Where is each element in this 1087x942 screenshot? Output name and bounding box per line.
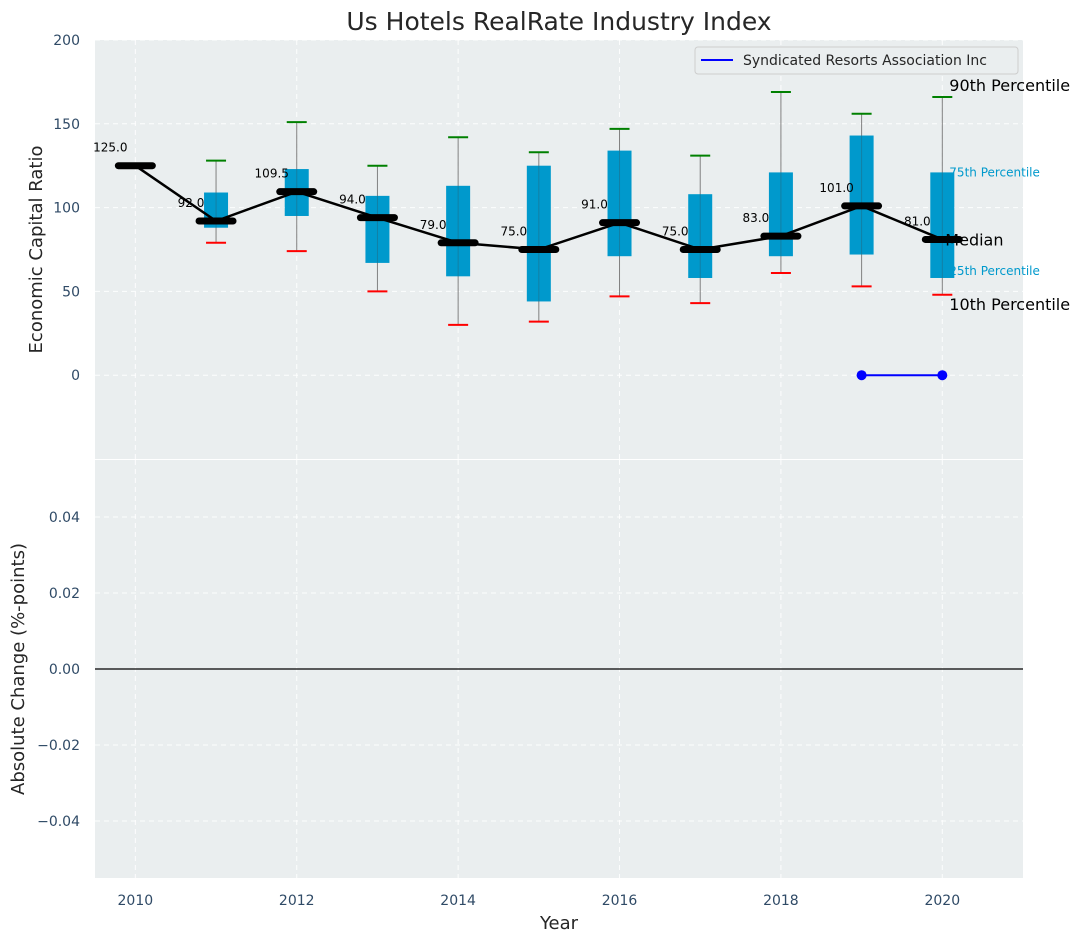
p90-annotation: 90th Percentile	[949, 76, 1070, 95]
top-y-tick-label: 100	[53, 201, 80, 217]
x-tick-label: 2020	[924, 893, 960, 909]
x-tick-label: 2010	[118, 893, 154, 909]
x-axis-label: Year	[539, 913, 579, 934]
company-point-2019	[856, 370, 867, 381]
top-y-tick-label: 150	[53, 117, 80, 133]
chart-title: Us Hotels RealRate Industry Index	[346, 7, 771, 36]
top-y-tick-label: 200	[53, 33, 80, 49]
median-value-label-2014: 79.0	[420, 218, 447, 232]
median-value-label-2010: 125.0	[93, 141, 127, 155]
top-y-tick-label: 50	[62, 284, 80, 300]
bottom-y-tick-label: −0.02	[37, 738, 80, 754]
median-value-label-2016: 91.0	[581, 198, 608, 212]
x-tick-label: 2016	[602, 893, 638, 909]
median-value-label-2018: 83.0	[743, 211, 770, 225]
legend-label: Syndicated Resorts Association Inc	[743, 53, 987, 69]
top-y-axis-label: Economic Capital Ratio	[26, 146, 47, 354]
p10-annotation: 10th Percentile	[949, 295, 1070, 314]
bottom-y-axis-label: Absolute Change (%-points)	[8, 543, 29, 795]
median-value-label-2013: 94.0	[339, 193, 366, 207]
median-value-label-2012: 109.5	[255, 167, 289, 181]
legend: Syndicated Resorts Association Inc	[694, 46, 1019, 75]
bottom-y-tick-label: 0.02	[49, 586, 80, 602]
top-y-tick-label: 0	[71, 368, 80, 384]
median-value-label-2015: 75.0	[500, 225, 527, 239]
median-value-label-2019: 101.0	[819, 181, 853, 195]
legend-box	[694, 46, 1019, 75]
x-tick-label: 2018	[763, 893, 799, 909]
median-annotation: Median	[945, 230, 1003, 249]
bottom-panel: −0.04 −0.02 0.00 0.02 0.04 2010 2012 2014 2016 20…	[37, 460, 1023, 909]
top-panel: 0 50 100 150 200 125.0 92.0 109.5 94.0 79.0 75.0 91…	[53, 33, 1070, 459]
company-point-2020	[937, 370, 948, 381]
x-tick-label: 2014	[440, 893, 476, 909]
bottom-y-tick-label: 0.00	[49, 662, 80, 678]
bottom-y-tick-label: 0.04	[49, 510, 80, 526]
p75-annotation: 75th Percentile	[949, 165, 1040, 179]
x-tick-label: 2012	[279, 893, 315, 909]
median-value-label-2020: 81.0	[904, 214, 931, 228]
p25-annotation: 25th Percentile	[949, 264, 1040, 278]
median-value-label-2011: 92.0	[178, 196, 205, 210]
bottom-y-tick-label: −0.04	[37, 814, 80, 830]
median-value-label-2017: 75.0	[662, 225, 689, 239]
